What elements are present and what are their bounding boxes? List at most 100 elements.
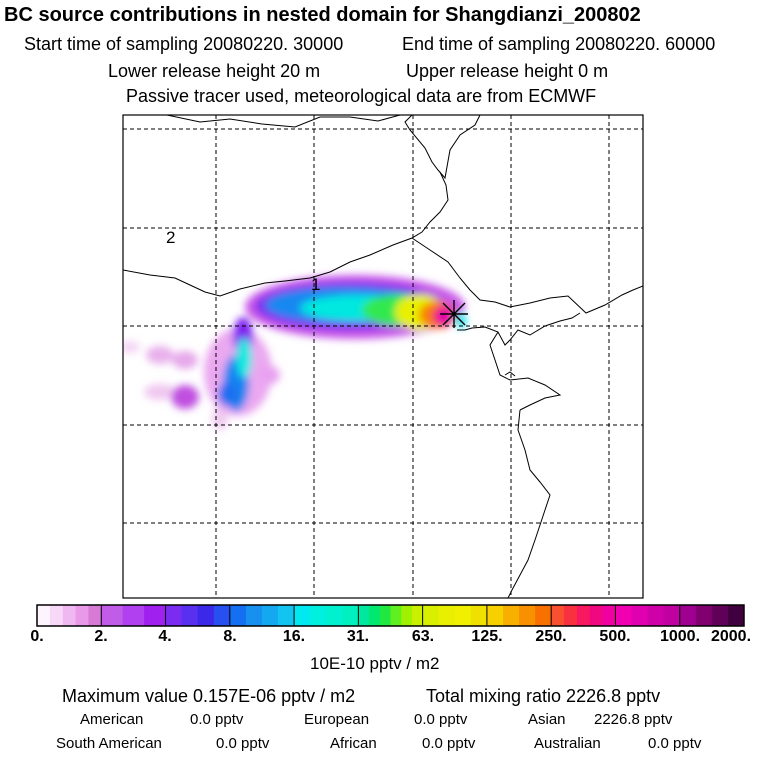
colorbar-tick-label: 8. <box>223 628 237 645</box>
colorbar-swatch <box>438 605 456 626</box>
region-value-african: 0.0 pptv <box>422 735 476 752</box>
colorbar-swatch <box>422 605 440 626</box>
colorbar-swatch <box>486 605 504 626</box>
region-label-australian: Australian <box>534 735 601 752</box>
border-north <box>166 115 481 180</box>
colorbar-tick-label: 1000. <box>659 628 701 645</box>
region-label-asian: Asian <box>528 711 566 728</box>
colorbar-swatch <box>245 605 263 626</box>
colorbar-tick-label: 0. <box>30 628 44 645</box>
colorbar-swatch <box>49 605 64 626</box>
colorbar-swatch <box>75 605 89 626</box>
total-mixing-text: Total mixing ratio 2226.8 pptv <box>426 686 661 706</box>
map-label-1: 1 <box>311 275 320 294</box>
colorbar-tick-label: 2000. <box>710 628 752 645</box>
plume-field <box>123 275 466 430</box>
plume-west-puff-2 <box>172 351 198 369</box>
colorbar-swatch <box>165 605 183 626</box>
colorbar-swatch <box>37 605 51 626</box>
start-time-text: Start time of sampling 20080220. 30000 <box>24 34 344 54</box>
lower-release-text: Lower release height 20 m <box>108 61 321 81</box>
max-value-text: Maximum value 0.157E-06 pptv / m2 <box>62 686 356 706</box>
colorbar-tick-label: 125. <box>471 628 503 645</box>
colorbar-swatch <box>663 605 681 626</box>
colorbar-swatch <box>213 605 231 626</box>
coastlines <box>123 115 643 598</box>
colorbar-swatch <box>454 605 472 626</box>
plume-sw-core <box>171 385 199 409</box>
map-label-2: 2 <box>166 228 175 247</box>
colorbar-swatch <box>615 605 632 626</box>
coast-east-china <box>507 409 551 598</box>
border-east <box>411 237 643 314</box>
end-time-text: End time of sampling 20080220. 60000 <box>402 34 716 54</box>
colorbar-swatch <box>535 605 552 626</box>
colorbar-swatch <box>197 605 215 626</box>
region-value-european: 0.0 pptv <box>414 711 468 728</box>
colorbar-swatch <box>379 605 391 626</box>
colorbar-swatch <box>564 605 578 626</box>
colorbar-swatch <box>144 605 166 626</box>
region-value-american: 0.0 pptv <box>190 711 244 728</box>
colorbar-tick-label: 63. <box>411 628 435 645</box>
colorbar-unit: 10E-10 pptv / m2 <box>310 654 440 673</box>
colorbar-tick-label: 500. <box>599 628 631 645</box>
colorbar-swatch <box>326 605 343 626</box>
colorbar-swatch <box>62 605 76 626</box>
plume-s-halo-east <box>260 366 280 384</box>
region-label-african: African <box>330 735 377 752</box>
tracer-note: Passive tracer used, meteorological data… <box>126 86 597 106</box>
colorbar-swatch <box>695 605 713 626</box>
colorbar-swatch <box>294 605 311 626</box>
colorbar-swatch <box>647 605 665 626</box>
upper-release-text: Upper release height 0 m <box>406 61 609 81</box>
colorbar-swatch <box>101 605 124 626</box>
coast-bohai <box>457 312 581 346</box>
colorbar-swatch <box>502 605 520 626</box>
colorbar-tick-label: 250. <box>535 628 567 645</box>
colorbar-swatch <box>711 605 729 626</box>
colorbar-swatch <box>679 605 697 626</box>
coast-small <box>504 371 516 377</box>
colorbar-swatch <box>519 605 536 626</box>
region-value-asian: 2226.8 pptv <box>594 711 673 728</box>
colorbar-swatch <box>390 605 402 626</box>
colorbar-tick-label: 31. <box>346 628 370 645</box>
colorbar-tick-label: 16. <box>282 628 306 645</box>
region-label-american: American <box>80 711 144 728</box>
colorbar-swatch <box>470 605 488 626</box>
colorbar-swatch <box>602 605 616 626</box>
plume-west-puff <box>146 346 174 364</box>
colorbar-swatch <box>278 605 295 626</box>
plume-sw-puff <box>144 384 176 400</box>
region-label-european: European <box>304 711 370 728</box>
colorbar-swatch <box>181 605 199 626</box>
region-label-south-american: South American <box>56 735 162 752</box>
border-mongolia-south <box>123 171 449 297</box>
plume-s-lower-blue <box>218 382 238 406</box>
receptor-marker <box>440 300 468 328</box>
colorbar-swatch <box>310 605 327 626</box>
colorbar-swatch <box>229 605 247 626</box>
colorbar-swatch <box>358 605 370 626</box>
colorbar-swatch <box>631 605 648 626</box>
region-value-australian: 0.0 pptv <box>648 735 702 752</box>
colorbar-swatch <box>401 605 413 626</box>
region-value-south-american: 0.0 pptv <box>216 735 270 752</box>
plume-far-west <box>123 341 140 353</box>
colorbar-tick-label: 4. <box>158 628 172 645</box>
colorbar-swatch <box>88 605 102 626</box>
colorbar-swatch <box>576 605 591 626</box>
gridlines <box>123 115 643 598</box>
colorbar <box>37 605 745 626</box>
colorbar-frame <box>36 604 745 627</box>
colorbar-swatch <box>411 605 424 626</box>
colorbar-swatch <box>727 605 745 626</box>
colorbar-swatch <box>589 605 603 626</box>
plume-s-cyan <box>236 338 252 378</box>
map-frame <box>122 114 644 599</box>
colorbar-swatch <box>369 605 381 626</box>
colorbar-swatch <box>342 605 359 626</box>
map-area: 2 1 <box>123 115 643 598</box>
